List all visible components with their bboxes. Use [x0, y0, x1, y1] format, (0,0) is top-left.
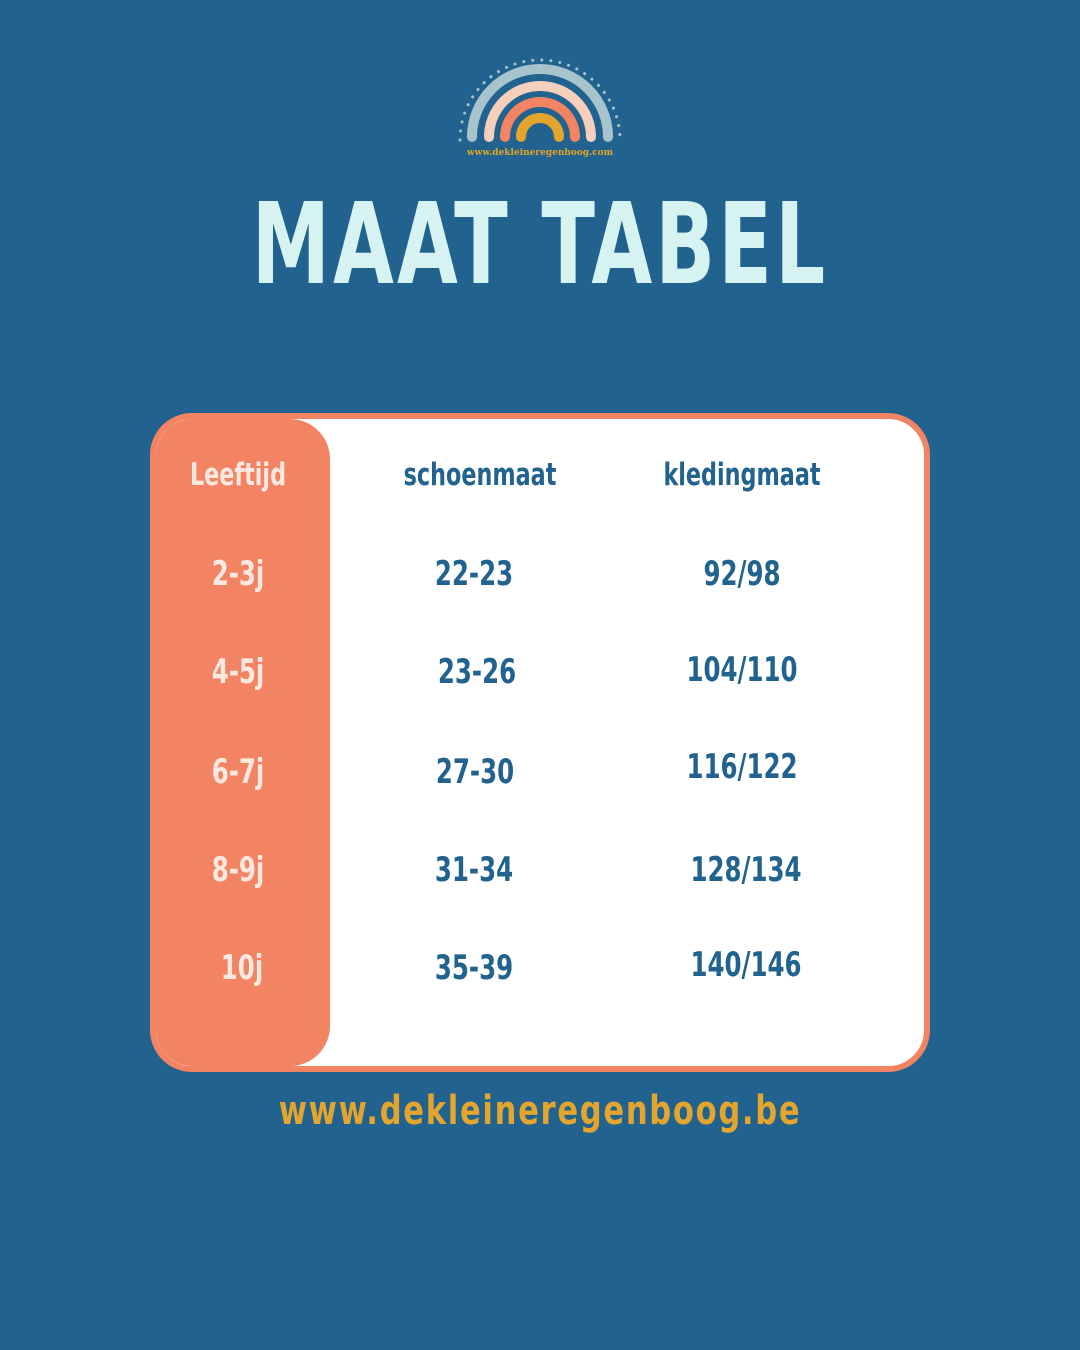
clothing-cell: 140/146 [690, 945, 802, 985]
website-link[interactable]: www.dekleineregenboog.be [278, 1088, 802, 1134]
shoe-cell: 27-30 [435, 752, 515, 792]
size-table: Leeftijd schoenmaat kledingmaat 2-3j 22-… [150, 413, 930, 1072]
shoe-cell: 35-39 [434, 948, 514, 988]
age-cell: 6-7j [211, 752, 265, 792]
rainbow-logo [458, 58, 622, 142]
age-cell: 2-3j [211, 554, 265, 594]
clothing-cell: 92/98 [703, 554, 781, 594]
shoe-cell: 23-26 [437, 652, 517, 692]
header-shoe-size: schoenmaat [403, 457, 557, 493]
age-cell: 4-5j [211, 652, 265, 692]
age-column [156, 419, 330, 1066]
shoe-cell: 31-34 [434, 850, 514, 890]
logo-url: www.dekleineregenboog.com [466, 148, 614, 158]
clothing-cell: 116/122 [686, 747, 798, 787]
header-age: Leeftijd [189, 457, 287, 493]
header-clothing-size: kledingmaat [663, 457, 821, 493]
shoe-cell: 22-23 [434, 554, 514, 594]
age-cell: 10j [220, 948, 264, 988]
age-cell: 8-9j [211, 850, 265, 890]
page-title: MAAT TABEL [251, 180, 829, 310]
clothing-cell: 128/134 [690, 850, 802, 890]
clothing-cell: 104/110 [686, 650, 798, 690]
